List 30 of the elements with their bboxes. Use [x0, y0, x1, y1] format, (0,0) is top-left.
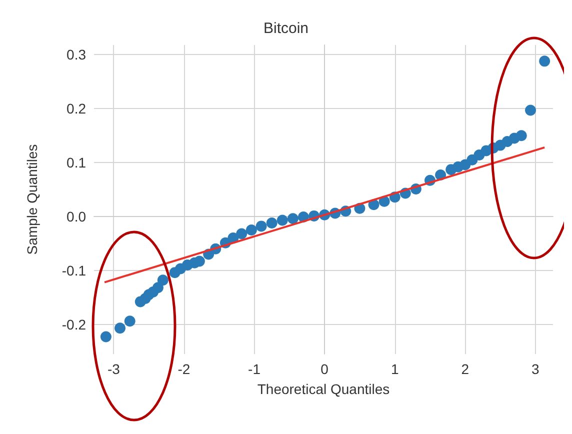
point	[266, 217, 278, 228]
y-tick-label: -0.2	[62, 316, 86, 332]
y-tick-label: 0.0	[66, 208, 86, 224]
point	[525, 104, 536, 116]
x-tick-label: 3	[532, 361, 540, 377]
x-tick-label: 0	[320, 361, 329, 377]
point	[256, 220, 267, 232]
x-axis-title: Theoretical Quantiles	[257, 381, 390, 397]
y-tick-label: -0.1	[62, 262, 86, 278]
point	[246, 224, 257, 236]
x-tick-label: 1	[390, 361, 399, 377]
x-tick-label: -1	[248, 361, 261, 377]
point	[539, 56, 550, 67]
y-tick-label: 0.2	[66, 100, 86, 117]
x-tick-label: -2	[178, 361, 190, 377]
point	[287, 213, 298, 224]
x-tick-label: 2	[461, 361, 470, 377]
y-tick-label: 0.1	[66, 154, 86, 171]
chart-title: Bitcoin	[263, 20, 309, 37]
x-tick-label: -3	[107, 361, 120, 377]
y-tick-label: 0.3	[66, 46, 86, 63]
point	[236, 228, 248, 240]
point	[114, 322, 126, 334]
point	[516, 130, 527, 142]
point	[124, 316, 136, 327]
point	[276, 214, 288, 226]
y-axis-title: Sample Quantiles	[24, 144, 40, 255]
point	[157, 274, 168, 286]
point	[100, 331, 112, 342]
point	[152, 282, 164, 294]
